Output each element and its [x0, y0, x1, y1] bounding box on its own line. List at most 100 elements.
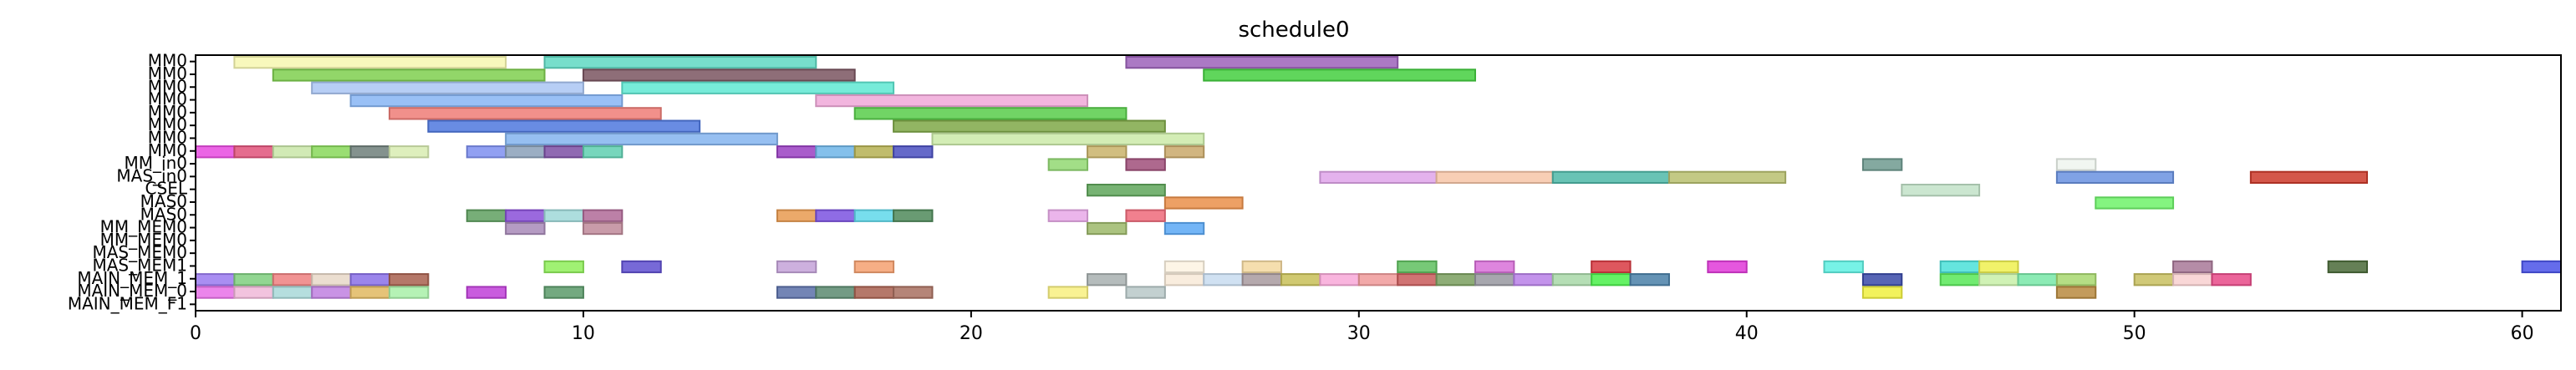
task-bar [311, 81, 584, 94]
task-bar [195, 145, 236, 159]
task-bar [1861, 286, 1903, 299]
task-bar [582, 209, 624, 222]
task-bar [543, 145, 584, 159]
task-bar [621, 81, 895, 94]
task-bar [2521, 260, 2562, 274]
task-bar [1241, 273, 1283, 286]
task-bar [466, 286, 507, 299]
plot-frame [195, 54, 2562, 312]
x-tick-label: 40 [1735, 323, 1759, 344]
task-bar [1047, 286, 1089, 299]
task-bar [1397, 273, 1438, 286]
task-bar [1513, 273, 1554, 286]
task-bar [1397, 260, 1438, 274]
task-bar [2172, 273, 2213, 286]
x-axis: 0 10 20 30 40 50 60 [190, 311, 2534, 344]
task-bar [1280, 273, 1321, 286]
task-bar [1203, 273, 1244, 286]
task-bar [466, 209, 507, 222]
task-bar [427, 119, 701, 133]
task-bar [466, 145, 507, 159]
x-tick-label: 20 [960, 323, 983, 344]
row-label: MM0 [148, 51, 187, 71]
task-bar [272, 286, 313, 299]
row-label: MAIN_MEM_F1 [68, 293, 187, 313]
task-bar [815, 94, 1089, 108]
row-label: MM0 [148, 140, 187, 160]
task-bar [1474, 273, 1515, 286]
task-bar [272, 145, 313, 159]
task-bar [1978, 273, 2019, 286]
task-bar [853, 260, 895, 274]
row-label: MM0 [148, 127, 187, 147]
task-bar [349, 94, 624, 108]
row-label: MM0 [148, 102, 187, 122]
row-label: MAIN_MEM_1 [77, 268, 187, 288]
task-bar [1861, 158, 1903, 171]
x-tick-label: 10 [572, 323, 595, 344]
task-bar [1901, 184, 1981, 197]
task-bar [931, 132, 1205, 146]
task-bar [776, 145, 817, 159]
chart-title: schedule0 [1238, 18, 1349, 43]
task-bar [1087, 145, 1128, 159]
task-bar [233, 56, 507, 69]
task-bar [1087, 184, 1166, 197]
x-tick-label: 50 [2123, 323, 2146, 344]
task-bar [1163, 196, 1244, 210]
task-bar [1125, 158, 1166, 171]
task-bar [815, 209, 856, 222]
task-bar [505, 221, 546, 236]
task-bar [505, 209, 546, 222]
task-bar [233, 273, 274, 286]
task-bar [1939, 260, 1981, 274]
task-bar [1435, 170, 1554, 184]
task-bar [893, 119, 1166, 133]
row-label: MAS_MEM1 [92, 255, 187, 275]
task-bar [893, 209, 934, 222]
task-bar [543, 209, 584, 222]
task-bar [853, 107, 1128, 120]
task-bar [815, 145, 856, 159]
task-bar [2055, 170, 2175, 184]
task-bar [1551, 273, 1593, 286]
task-bar [1629, 273, 1670, 286]
task-bar [1125, 209, 1166, 222]
task-bar [2327, 260, 2369, 274]
task-bar [233, 145, 274, 159]
task-bar [2249, 170, 2369, 184]
task-bar [853, 145, 895, 159]
task-bar [815, 286, 856, 299]
task-bar [1474, 260, 1515, 274]
task-bar [1861, 273, 1903, 286]
task-bar [272, 68, 546, 82]
task-bar [893, 286, 934, 299]
task-bars [195, 56, 2562, 299]
task-bar [388, 286, 430, 299]
task-bar [1435, 273, 1476, 286]
task-bar [2017, 273, 2058, 286]
task-bar [311, 286, 352, 299]
task-bar [1319, 170, 1438, 184]
task-bar [1125, 56, 1399, 69]
task-bar [195, 273, 236, 286]
task-bar [1125, 286, 1166, 299]
task-bar [2211, 273, 2252, 286]
task-bar [1551, 170, 1670, 184]
x-tick-label: 0 [190, 323, 201, 344]
row-label: MM_in0 [125, 153, 187, 173]
task-bar [1163, 260, 1205, 274]
task-bar [1241, 260, 1283, 274]
task-bar [272, 273, 313, 286]
task-bar [853, 209, 895, 222]
task-bar [2172, 260, 2213, 274]
row-label: CSEL [145, 179, 188, 199]
task-bar [582, 221, 624, 236]
row-label: MM0 [148, 114, 187, 134]
row-label: MM_MEM0 [100, 230, 187, 250]
task-bar [1939, 273, 1981, 286]
task-bar [543, 260, 584, 274]
task-bar [1163, 221, 1205, 236]
task-bar [505, 132, 778, 146]
